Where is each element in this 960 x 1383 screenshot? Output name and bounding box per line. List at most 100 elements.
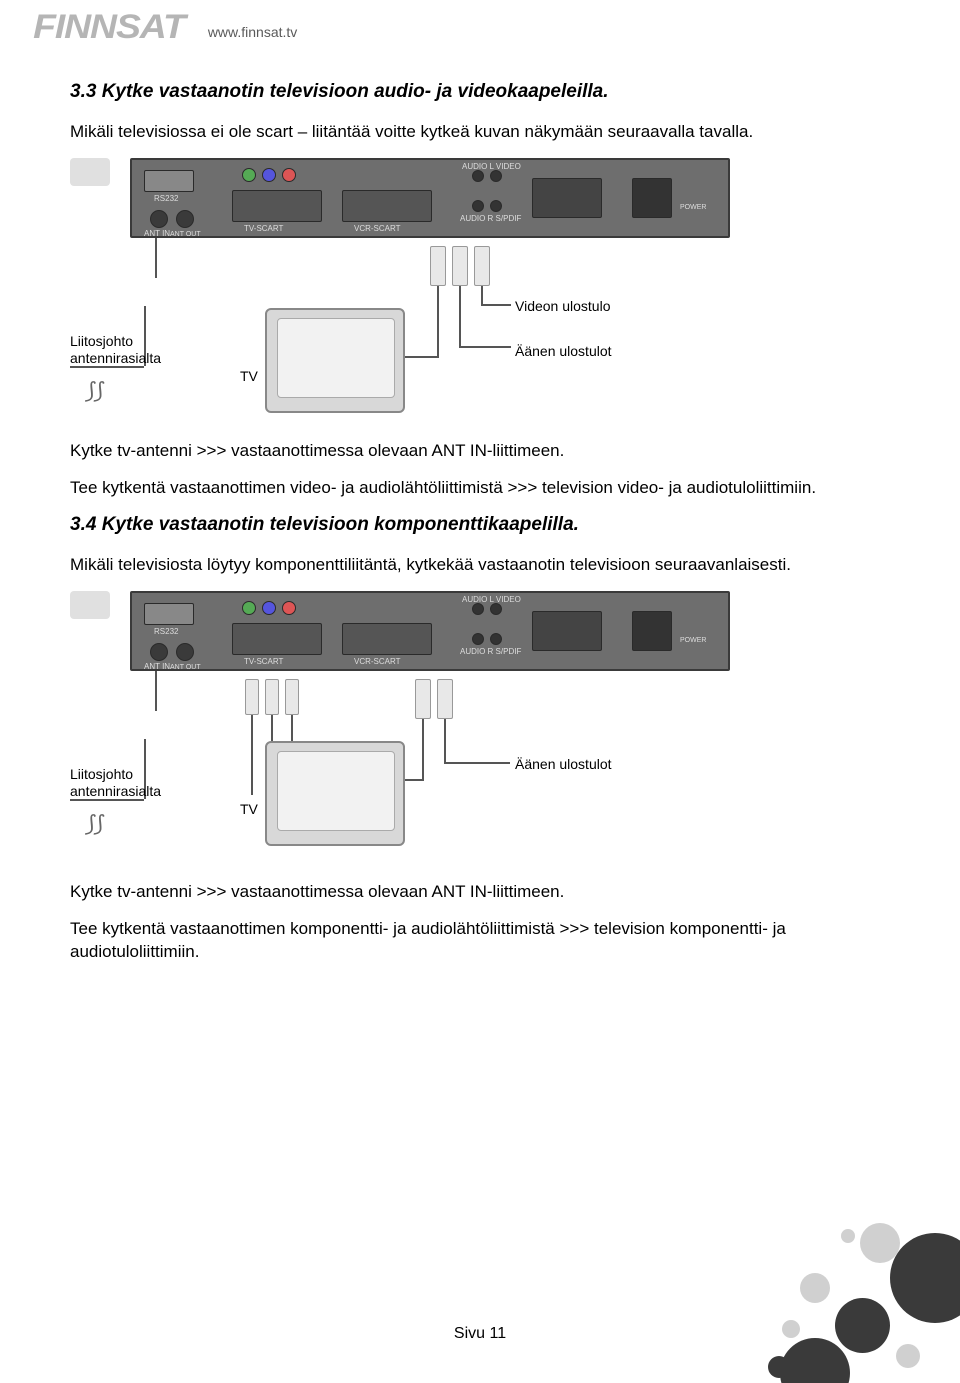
- ac-label-block: [532, 178, 602, 218]
- rs232-port: [144, 170, 194, 192]
- section-3-3-intro: Mikäli televisiossa ei ole scart – liitä…: [70, 121, 890, 144]
- section-3-4-intro: Mikäli televisiosta löytyy komponenttili…: [70, 554, 890, 577]
- component-y-port-2: [242, 601, 256, 615]
- rs232-port-2: [144, 603, 194, 625]
- component-pb-port-2: [262, 601, 276, 615]
- bubble-icon: [768, 1356, 790, 1378]
- section-3-3-title: 3.3 Kytke vastaanotin televisioon audio-…: [70, 81, 890, 103]
- antenna-plug-d2: [70, 591, 110, 619]
- tv-scart-port: [232, 190, 322, 222]
- rca-plug-a2: [437, 679, 453, 719]
- audio-l-port-2: [472, 603, 484, 615]
- tv-screen-2: [277, 751, 395, 831]
- power-label-2: POWER: [680, 637, 706, 644]
- bubble-icon: [800, 1273, 830, 1303]
- audio-rs-label: AUDIO R S/PDIF: [460, 214, 521, 223]
- tv-device: [265, 308, 405, 413]
- bubble-icon: [890, 1233, 960, 1323]
- page-header: FINNSAT www.finnsat.tv: [0, 0, 960, 47]
- component-y-port: [242, 168, 256, 182]
- ant-in-label: ANT IN: [144, 229, 170, 238]
- audio-lead-2: [405, 356, 439, 358]
- antenna-feed-label-2: Liitosjohto antennirasialta: [70, 766, 190, 800]
- power-switch-2: [632, 611, 672, 651]
- cable-continuation-icon: ⟆⟆: [85, 378, 102, 404]
- component-plug-1: [245, 679, 259, 715]
- audio-cable-d2-1: [422, 719, 424, 779]
- video-out-label: Videon ulostulo: [515, 298, 610, 314]
- ant-in-label-2: ANT IN: [144, 662, 170, 671]
- audio-r-port-2: [472, 633, 484, 645]
- connection-diagram-av: RS232 ANT IN ANT OUT TV-SCART VCR-SCART …: [70, 158, 830, 428]
- rca-plug-a1: [415, 679, 431, 719]
- ant-in-port-2: [150, 643, 168, 661]
- antenna-feed-label: Liitosjohto antennirasialta: [70, 333, 190, 367]
- audio-lead-d2: [444, 762, 510, 764]
- video-port: [490, 170, 502, 182]
- brand-logo: FINNSAT: [33, 8, 185, 47]
- audio-l-port: [472, 170, 484, 182]
- av-cable-3: [481, 286, 483, 306]
- rs232-label-2: RS232: [154, 627, 178, 636]
- ac-label-block-2: [532, 611, 602, 651]
- vcr-scart-port: [342, 190, 432, 222]
- antenna-cable: [155, 238, 157, 278]
- av-cable-2: [459, 286, 461, 346]
- section-3-3-step2: Tee kytkentä vastaanottimen video- ja au…: [70, 477, 890, 500]
- tv-label-2: TV: [240, 801, 258, 817]
- decorative-bubbles: [700, 1183, 960, 1383]
- vcr-scart-label: VCR-SCART: [354, 224, 401, 233]
- tv-scart-port-2: [232, 623, 322, 655]
- av-cable-1: [437, 286, 439, 356]
- connection-diagram-component: RS232 ANT IN ANT OUT TV-SCART VCR-SCART …: [70, 591, 830, 861]
- rs232-label: RS232: [154, 194, 178, 203]
- brand-url: www.finnsat.tv: [208, 24, 297, 40]
- audio-rs-label-2: AUDIO R S/PDIF: [460, 647, 521, 656]
- audio-r-port: [472, 200, 484, 212]
- bubble-icon: [782, 1320, 800, 1338]
- audio-lead-1: [459, 346, 511, 348]
- bubble-icon: [835, 1298, 890, 1353]
- ant-out-label: ANT OUT: [170, 231, 201, 238]
- video-port-2: [490, 603, 502, 615]
- vcr-scart-label-2: VCR-SCART: [354, 657, 401, 666]
- component-plug-2: [265, 679, 279, 715]
- video-lead: [481, 304, 511, 306]
- component-pb-port: [262, 168, 276, 182]
- tv-label: TV: [240, 368, 258, 384]
- section-3-4-title: 3.4 Kytke vastaanotin televisioon kompon…: [70, 514, 890, 536]
- audio-out-label-2: Äänen ulostulot: [515, 756, 612, 772]
- audio-lv-label-2: AUDIO L VIDEO: [462, 595, 521, 604]
- tv-device-2: [265, 741, 405, 846]
- component-pr-port: [282, 168, 296, 182]
- bubble-icon: [841, 1229, 855, 1243]
- antenna-plug: [70, 158, 110, 186]
- section-3-4-step2: Tee kytkentä vastaanottimen komponentti-…: [70, 918, 890, 964]
- vcr-scart-port-2: [342, 623, 432, 655]
- audio-lead-d2-2: [405, 779, 424, 781]
- ant-out-label-2: ANT OUT: [170, 664, 201, 671]
- audio-cable-d2-2: [444, 719, 446, 764]
- antenna-cable-d2: [155, 671, 157, 711]
- power-switch: [632, 178, 672, 218]
- power-label: POWER: [680, 204, 706, 211]
- cable-continuation-icon-2: ⟆⟆: [85, 811, 102, 837]
- bubble-icon: [860, 1223, 900, 1263]
- rca-plug-1: [430, 246, 446, 286]
- tv-scart-label-2: TV-SCART: [244, 657, 283, 666]
- section-3-3-step1: Kytke tv-antenni >>> vastaanottimessa ol…: [70, 440, 890, 463]
- component-plug-3: [285, 679, 299, 715]
- rca-plug-3: [474, 246, 490, 286]
- section-3-4-step1: Kytke tv-antenni >>> vastaanottimessa ol…: [70, 881, 890, 904]
- component-pr-port-2: [282, 601, 296, 615]
- tv-screen: [277, 318, 395, 398]
- tv-scart-label: TV-SCART: [244, 224, 283, 233]
- page-content: 3.3 Kytke vastaanotin televisioon audio-…: [0, 47, 960, 964]
- bubble-icon: [780, 1338, 850, 1383]
- ant-out-port-2: [176, 643, 194, 661]
- receiver-back-panel-2: RS232 ANT IN ANT OUT TV-SCART VCR-SCART …: [130, 591, 730, 671]
- audio-lv-label: AUDIO L VIDEO: [462, 162, 521, 171]
- rca-plug-2: [452, 246, 468, 286]
- receiver-back-panel: RS232 ANT IN ANT OUT TV-SCART VCR-SCART …: [130, 158, 730, 238]
- bubble-icon: [896, 1344, 920, 1368]
